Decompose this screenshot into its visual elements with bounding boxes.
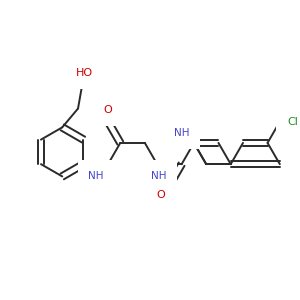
Text: NH: NH — [88, 171, 103, 181]
Text: NH: NH — [174, 128, 189, 138]
Text: O: O — [156, 190, 165, 200]
Text: Cl: Cl — [287, 117, 298, 127]
Text: NH: NH — [151, 171, 167, 181]
Text: HO: HO — [76, 68, 93, 78]
Text: O: O — [104, 105, 112, 115]
